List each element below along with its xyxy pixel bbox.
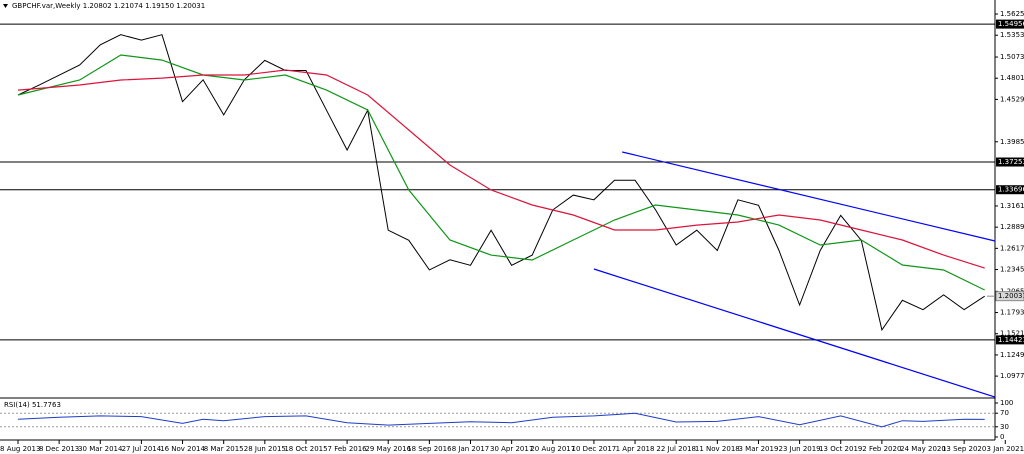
x-tick-label: 8 Mar 2015 xyxy=(204,445,244,453)
y-tick-label: 1.39850 xyxy=(1000,138,1024,146)
y-tick-label: 1.23450 xyxy=(1000,266,1024,274)
x-tick-label: 2 Feb 2020 xyxy=(862,445,901,453)
level-label: 1.33696 xyxy=(998,186,1024,194)
y-tick-label: 1.50730 xyxy=(1000,53,1024,61)
x-tick-label: 30 Apr 2017 xyxy=(490,445,533,453)
x-tick-label: 3 Mar 2019 xyxy=(738,445,778,453)
y-tick-label: 1.31610 xyxy=(1000,202,1024,210)
x-tick-label: 1 Apr 2018 xyxy=(616,445,655,453)
level-label: 1.37253 xyxy=(998,158,1024,166)
x-tick-label: 18 Aug 2013 xyxy=(0,445,40,453)
x-tick-label: 8 Dec 2013 xyxy=(39,445,79,453)
x-tick-label: 16 Nov 2014 xyxy=(160,445,205,453)
x-tick-label: 30 Mar 2014 xyxy=(78,445,123,453)
y-tick-label: 1.56250 xyxy=(1000,10,1024,18)
chart-title: GBPCHF.var,Weekly 1.20802 1.21074 1.1915… xyxy=(12,2,205,10)
y-tick-label: 1.28890 xyxy=(1000,223,1024,231)
level-label-box xyxy=(996,335,1024,345)
y-tick-label: 1.09770 xyxy=(1000,372,1024,380)
y-tick-label: 1.48010 xyxy=(1000,74,1024,82)
x-tick-label: 3 Jan 2021 xyxy=(987,445,1024,453)
level-label-box xyxy=(996,185,1024,195)
level-label-box xyxy=(996,157,1024,167)
y-tick-label: 1.45290 xyxy=(1000,95,1024,103)
series-line xyxy=(17,54,985,291)
y-tick-label: 0 xyxy=(1000,433,1004,441)
x-tick-label: 28 Jun 2015 xyxy=(244,445,286,453)
series-line xyxy=(593,268,996,398)
series-line xyxy=(622,151,996,242)
x-tick-label: 27 Jul 2014 xyxy=(122,445,162,453)
last-price-label: 1.20031 xyxy=(998,292,1024,300)
x-tick-label: 13 Sep 2020 xyxy=(942,445,986,453)
x-tick-label: 8 Jan 2017 xyxy=(452,445,490,453)
y-tick-label: 100 xyxy=(1000,399,1013,407)
rsi-title: RSI(14) 51.7763 xyxy=(4,401,61,409)
x-tick-label: 18 Sep 2016 xyxy=(407,445,452,453)
y-tick-label: 30 xyxy=(1000,423,1009,431)
x-tick-label: 11 Nov 2018 xyxy=(695,445,740,453)
y-tick-label: 1.53530 xyxy=(1000,31,1024,39)
level-label: 1.54956 xyxy=(998,20,1024,28)
x-tick-label: 10 Dec 2017 xyxy=(572,445,617,453)
y-tick-label: 1.12490 xyxy=(1000,351,1024,359)
level-label-box xyxy=(996,19,1024,29)
x-tick-label: 20 Aug 2017 xyxy=(530,445,575,453)
x-tick-label: 18 Oct 2015 xyxy=(284,445,327,453)
last-price-box xyxy=(995,291,1024,302)
y-tick-label: 1.17930 xyxy=(1000,309,1024,317)
x-tick-label: 23 Jun 2019 xyxy=(779,445,821,453)
menu-arrow xyxy=(3,4,8,8)
x-tick-label: 29 May 2016 xyxy=(365,445,411,453)
x-tick-label: 7 Feb 2016 xyxy=(328,445,368,453)
y-tick-label: 1.15210 xyxy=(1000,330,1024,338)
x-tick-label: 22 Jul 2018 xyxy=(656,445,696,453)
series-line xyxy=(17,412,985,428)
y-tick-label: 1.26170 xyxy=(1000,244,1024,252)
x-tick-label: 24 May 2020 xyxy=(900,445,946,453)
series-line xyxy=(17,69,985,269)
x-tick-label: 13 Oct 2019 xyxy=(819,445,862,453)
y-tick-label: 70 xyxy=(1000,409,1009,417)
